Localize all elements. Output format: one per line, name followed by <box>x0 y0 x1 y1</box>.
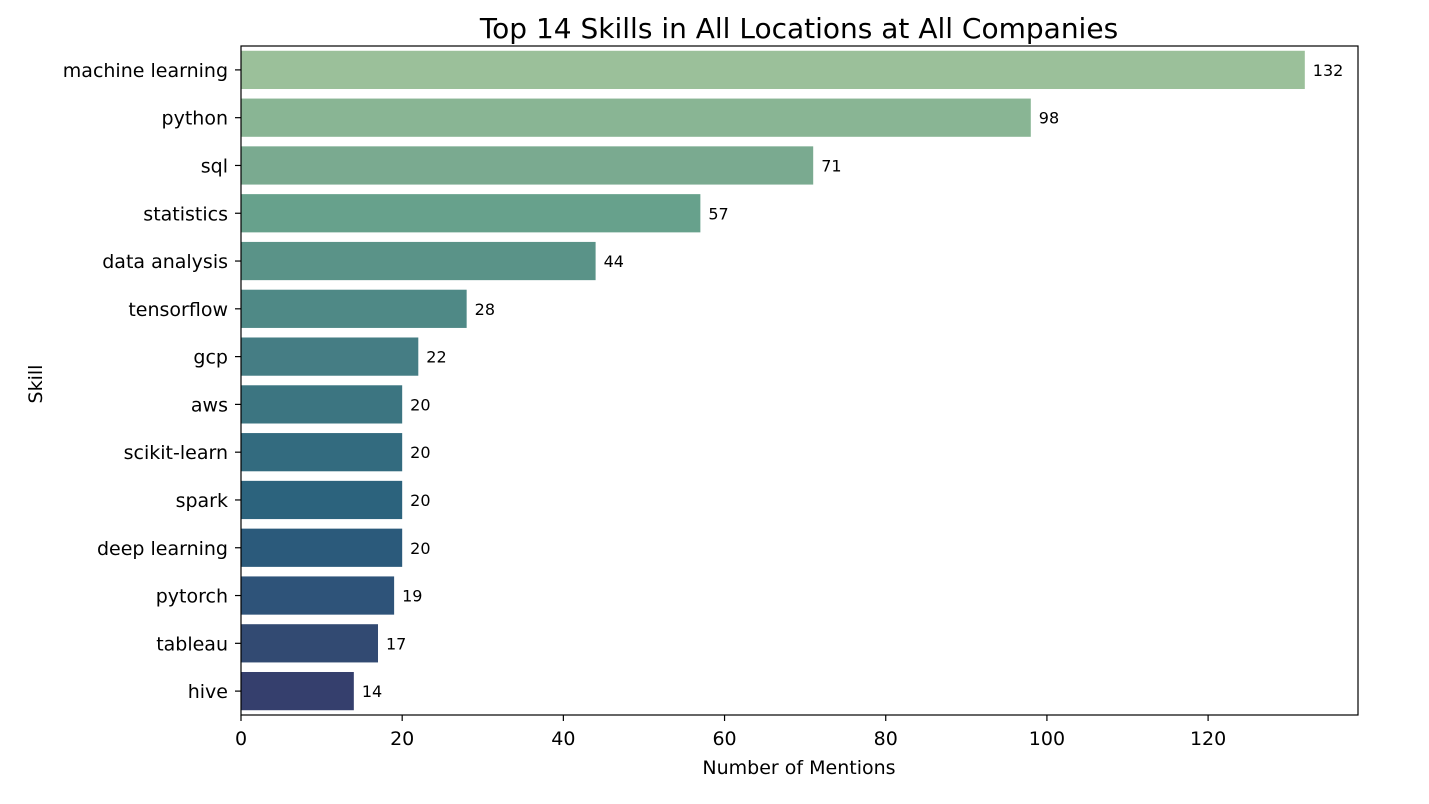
x-tick-label-80: 80 <box>874 728 898 750</box>
bar-sql <box>241 146 814 185</box>
data-label-scikit-learn: 20 <box>410 443 430 462</box>
bar-aws <box>241 385 403 424</box>
data-label-data-analysis: 44 <box>604 252 624 271</box>
bar-scikit-learn <box>241 433 403 472</box>
bar-deep-learning <box>241 528 403 567</box>
data-label-sql: 71 <box>821 156 841 175</box>
x-tick-label-60: 60 <box>712 728 736 750</box>
y-tick-label-gcp: gcp <box>193 347 228 369</box>
bar-tableau <box>241 624 379 663</box>
data-label-tableau: 17 <box>386 634 406 653</box>
bar-pytorch <box>241 576 395 615</box>
data-label-gcp: 22 <box>426 348 446 367</box>
bars-group <box>241 50 1305 711</box>
y-tick-label-machine-learning: machine learning <box>63 60 228 82</box>
y-tick-label-data-analysis: data analysis <box>102 251 228 273</box>
y-tick-label-python: python <box>162 108 228 130</box>
data-labels-group: 132 98 71 57 44 28 22 20 20 20 20 19 17 14 <box>362 61 1344 701</box>
y-tick-label-scikit-learn: scikit-learn <box>124 442 228 464</box>
y-axis: machine learning python sql statistics data … <box>63 60 241 703</box>
y-tick-label-tableau: tableau <box>156 633 228 655</box>
bar-gcp <box>241 337 419 376</box>
y-tick-label-aws: aws <box>191 394 228 416</box>
bar-python <box>241 98 1031 137</box>
y-tick-label-deep-learning: deep learning <box>97 538 228 560</box>
y-tick-label-statistics: statistics <box>143 203 228 225</box>
y-tick-label-tensorflow: tensorflow <box>128 299 228 321</box>
x-tick-label-20: 20 <box>390 728 414 750</box>
bar-machine-learning <box>241 50 1305 90</box>
x-axis-label: Number of Mentions <box>702 757 895 779</box>
x-axis: 0 20 40 60 80 100 120 <box>235 715 1226 750</box>
data-label-machine-learning: 132 <box>1313 61 1344 80</box>
x-tick-label-40: 40 <box>551 728 575 750</box>
y-axis-label: Skill <box>25 365 47 404</box>
bar-statistics <box>241 194 701 233</box>
bar-spark <box>241 480 403 520</box>
bar-data-analysis <box>241 241 596 281</box>
y-tick-label-pytorch: pytorch <box>156 586 228 608</box>
data-label-hive: 14 <box>362 682 382 701</box>
chart-title: Top 14 Skills in All Locations at All Co… <box>479 12 1118 45</box>
y-tick-label-hive: hive <box>188 681 228 703</box>
data-label-python: 98 <box>1039 109 1059 128</box>
data-label-aws: 20 <box>410 395 430 414</box>
x-tick-label-0: 0 <box>235 728 247 750</box>
plot-frame <box>240 45 1359 716</box>
bar-hive <box>241 671 354 711</box>
data-label-pytorch: 19 <box>402 587 422 606</box>
y-tick-label-spark: spark <box>176 490 228 512</box>
y-tick-label-sql: sql <box>201 155 228 177</box>
data-label-tensorflow: 28 <box>475 300 495 319</box>
x-tick-label-100: 100 <box>1029 728 1065 750</box>
x-tick-label-120: 120 <box>1190 728 1226 750</box>
data-label-spark: 20 <box>410 491 430 510</box>
bar-tensorflow <box>241 289 467 328</box>
data-label-deep-learning: 20 <box>410 539 430 558</box>
data-label-statistics: 57 <box>708 204 728 223</box>
